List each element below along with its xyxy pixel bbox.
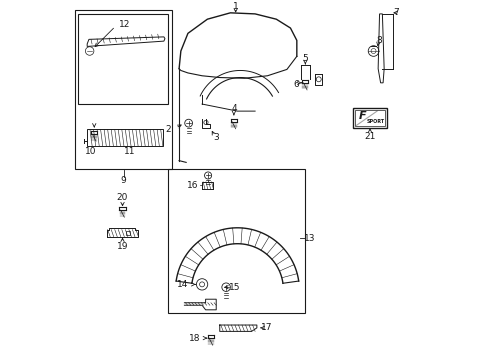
Bar <box>75 10 172 170</box>
Text: 21: 21 <box>364 132 375 141</box>
Text: 6: 6 <box>293 80 299 89</box>
Text: 11: 11 <box>123 147 135 156</box>
Text: SPORT: SPORT <box>366 118 384 123</box>
Text: 20: 20 <box>117 193 128 202</box>
Text: 9: 9 <box>121 176 126 185</box>
Text: 15: 15 <box>228 283 240 292</box>
Text: 1: 1 <box>232 1 238 10</box>
Text: F: F <box>358 112 366 121</box>
Text: 3: 3 <box>213 134 219 143</box>
Text: 12: 12 <box>119 20 130 29</box>
Text: 10: 10 <box>85 147 96 156</box>
Text: 14: 14 <box>177 280 188 289</box>
Bar <box>78 14 168 104</box>
Text: 4: 4 <box>231 104 236 113</box>
Text: 18: 18 <box>188 334 200 343</box>
Text: 13: 13 <box>304 234 315 243</box>
Bar <box>168 170 304 312</box>
Text: 17: 17 <box>261 323 272 332</box>
Text: 5: 5 <box>302 54 307 63</box>
Bar <box>354 110 385 126</box>
Bar <box>126 231 130 235</box>
Text: 8: 8 <box>376 36 382 45</box>
Text: 16: 16 <box>186 181 198 190</box>
Text: 19: 19 <box>117 242 128 251</box>
Text: 7: 7 <box>393 8 399 17</box>
Bar <box>87 129 163 147</box>
Text: 2: 2 <box>165 125 171 134</box>
Bar <box>352 108 386 128</box>
